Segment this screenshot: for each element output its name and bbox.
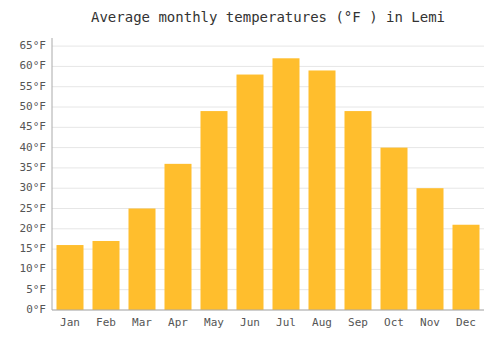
x-tick-labels: Jan Feb Mar Apr May Jun Jul Aug Sep Oct Nov Dec (60, 316, 476, 329)
chart-container: Average monthly temperatures (°F ) in Le… (0, 0, 500, 350)
x-tick-label: Jun (240, 316, 260, 329)
y-tick-label: 45°F (20, 120, 47, 133)
y-tick-label: 65°F (20, 39, 47, 52)
bar (273, 58, 300, 310)
bar (237, 75, 264, 310)
bar (417, 188, 444, 310)
bar (453, 225, 480, 310)
grid-line (52, 127, 484, 128)
x-tick-label: Jul (276, 316, 296, 329)
y-tick-label: 10°F (20, 262, 47, 275)
y-tick-label: 0°F (26, 303, 46, 316)
y-tick-label: 40°F (20, 141, 47, 154)
bar (201, 111, 228, 310)
bar (381, 148, 408, 310)
x-tick-label: Sep (348, 316, 368, 329)
y-tick-label: 25°F (20, 202, 47, 215)
bar (93, 241, 120, 310)
grid-line (52, 86, 484, 87)
x-tick-label: Apr (168, 316, 188, 329)
y-tick-label: 50°F (20, 100, 47, 113)
x-tick-label: Nov (420, 316, 440, 329)
y-tick-label: 20°F (20, 222, 47, 235)
y-tick-label: 30°F (20, 181, 47, 194)
grid-line (52, 310, 484, 311)
grid-line (52, 147, 484, 148)
bar (345, 111, 372, 310)
y-tick-label: 60°F (20, 59, 47, 72)
bar (57, 245, 84, 310)
y-tick-labels: 0°F 5°F 10°F 15°F 20°F 25°F 30°F 35°F 40°F 45°F 50… (20, 39, 47, 316)
x-tick-label: Mar (132, 316, 152, 329)
x-tick-label: Oct (384, 316, 404, 329)
title: Average monthly temperatures (°F ) in Le… (91, 9, 445, 25)
grid-line (52, 107, 484, 108)
x-tick-label: May (204, 316, 224, 329)
chart-svg: Average monthly temperatures (°F ) in Le… (0, 0, 500, 350)
bar (129, 209, 156, 310)
y-tick-label: 35°F (20, 161, 47, 174)
grid-line (52, 46, 484, 47)
grid-line (52, 167, 484, 168)
x-tick-label: Dec (456, 316, 476, 329)
bars (57, 58, 480, 310)
y-tick-label: 15°F (20, 242, 47, 255)
x-tick-label: Aug (312, 316, 332, 329)
grid (52, 46, 484, 310)
x-tick-label: Jan (60, 316, 80, 329)
y-tick-label: 55°F (20, 80, 47, 93)
bar (165, 164, 192, 310)
y-axis-line (52, 38, 53, 310)
y-tick-label: 5°F (26, 283, 46, 296)
x-axis-line (52, 310, 484, 311)
x-tick-label: Feb (96, 316, 116, 329)
grid-line (52, 66, 484, 67)
bar (309, 70, 336, 310)
